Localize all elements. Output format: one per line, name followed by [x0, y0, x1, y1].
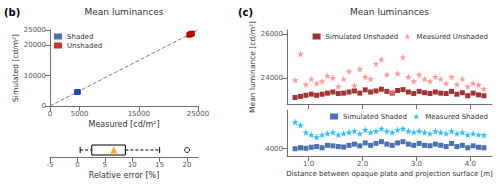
- svg-text:4000: 4000: [265, 145, 283, 153]
- svg-text:0: 0: [48, 110, 52, 118]
- svg-text:Simulated Shaded: Simulated Shaded: [343, 113, 407, 121]
- svg-text:0: 0: [42, 102, 46, 110]
- svg-text:10: 10: [128, 161, 137, 169]
- svg-text:4.0: 4.0: [465, 160, 476, 168]
- svg-text:24000: 24000: [261, 74, 283, 82]
- svg-text:Measured Unshaded: Measured Unshaded: [416, 33, 488, 41]
- svg-text:0: 0: [75, 161, 79, 169]
- svg-text:Mean luminances: Mean luminances: [350, 7, 429, 17]
- svg-text:20000: 20000: [24, 41, 46, 49]
- svg-text:-5: -5: [47, 161, 54, 169]
- svg-text:10000: 10000: [24, 72, 46, 80]
- svg-text:Measured [cd/m²]: Measured [cd/m²]: [88, 120, 159, 129]
- svg-text:25000: 25000: [187, 110, 209, 118]
- svg-text:15000: 15000: [128, 110, 150, 118]
- svg-text:Shaded: Shaded: [67, 33, 93, 41]
- svg-text:2.0: 2.0: [357, 160, 368, 168]
- svg-text:Mean luminance [cd/m²]: Mean luminance [cd/m²]: [248, 21, 257, 113]
- svg-text:(c): (c): [238, 7, 253, 18]
- svg-text:Relative error [%]: Relative error [%]: [89, 171, 160, 180]
- svg-text:Simulated [cd/m²]: Simulated [cd/m²]: [11, 34, 20, 102]
- svg-text:Measured Shaded: Measured Shaded: [425, 113, 488, 121]
- svg-text:3.0: 3.0: [411, 160, 422, 168]
- svg-text:5000: 5000: [71, 110, 89, 118]
- svg-text:Distance between opaque plate: Distance between opaque plate and projec…: [286, 170, 493, 178]
- svg-text:15: 15: [155, 161, 164, 169]
- svg-text:Unshaded: Unshaded: [67, 42, 102, 50]
- svg-text:20: 20: [183, 161, 192, 169]
- svg-text:26000: 26000: [261, 30, 283, 38]
- svg-text:5: 5: [103, 161, 107, 169]
- svg-text:Simulated Unshaded: Simulated Unshaded: [326, 33, 399, 41]
- svg-text:1.0: 1.0: [303, 160, 314, 168]
- svg-text:25000: 25000: [24, 26, 46, 34]
- svg-text:Mean luminances: Mean luminances: [85, 7, 164, 17]
- svg-text:(b): (b): [4, 7, 20, 18]
